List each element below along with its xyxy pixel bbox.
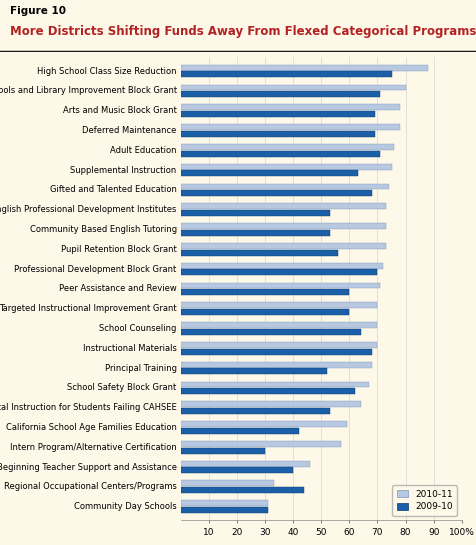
Bar <box>181 65 428 71</box>
Bar <box>181 230 330 236</box>
Bar <box>181 210 330 216</box>
Bar <box>181 111 375 117</box>
Bar <box>181 447 265 453</box>
Bar <box>181 104 400 110</box>
Bar <box>181 500 268 506</box>
Bar <box>181 481 274 487</box>
Bar <box>181 269 377 275</box>
Bar <box>181 124 400 130</box>
Bar <box>181 150 380 156</box>
Bar <box>181 349 372 355</box>
Bar <box>181 302 377 308</box>
Bar <box>181 362 372 368</box>
Bar <box>181 329 361 335</box>
Bar <box>181 309 349 315</box>
Bar <box>181 401 361 407</box>
Bar <box>181 408 330 414</box>
Bar <box>181 289 349 295</box>
Bar <box>181 263 383 269</box>
Bar <box>181 388 355 394</box>
Bar <box>181 243 386 249</box>
Legend: 2010-11, 2009-10: 2010-11, 2009-10 <box>393 485 457 516</box>
Bar <box>181 487 305 493</box>
Bar <box>181 184 389 190</box>
Bar <box>181 342 377 348</box>
Bar <box>181 382 369 387</box>
Bar <box>181 190 372 196</box>
Bar <box>181 421 347 427</box>
Bar <box>181 468 293 474</box>
Bar <box>181 368 327 374</box>
Bar <box>181 507 268 513</box>
Bar <box>181 71 391 77</box>
Bar <box>181 282 380 288</box>
Bar <box>181 91 380 97</box>
Bar <box>181 203 386 209</box>
Bar <box>181 441 341 447</box>
Bar <box>181 131 375 137</box>
Bar <box>181 144 394 150</box>
Bar <box>181 461 310 467</box>
Text: Figure 10: Figure 10 <box>10 6 66 16</box>
Bar <box>181 428 299 434</box>
Bar <box>181 322 377 328</box>
Bar <box>181 171 358 177</box>
Bar <box>181 250 338 256</box>
Bar <box>181 84 406 90</box>
Bar <box>181 164 391 169</box>
Text: More Districts Shifting Funds Away From Flexed Categorical Programs: More Districts Shifting Funds Away From … <box>10 25 476 38</box>
Bar <box>181 223 386 229</box>
